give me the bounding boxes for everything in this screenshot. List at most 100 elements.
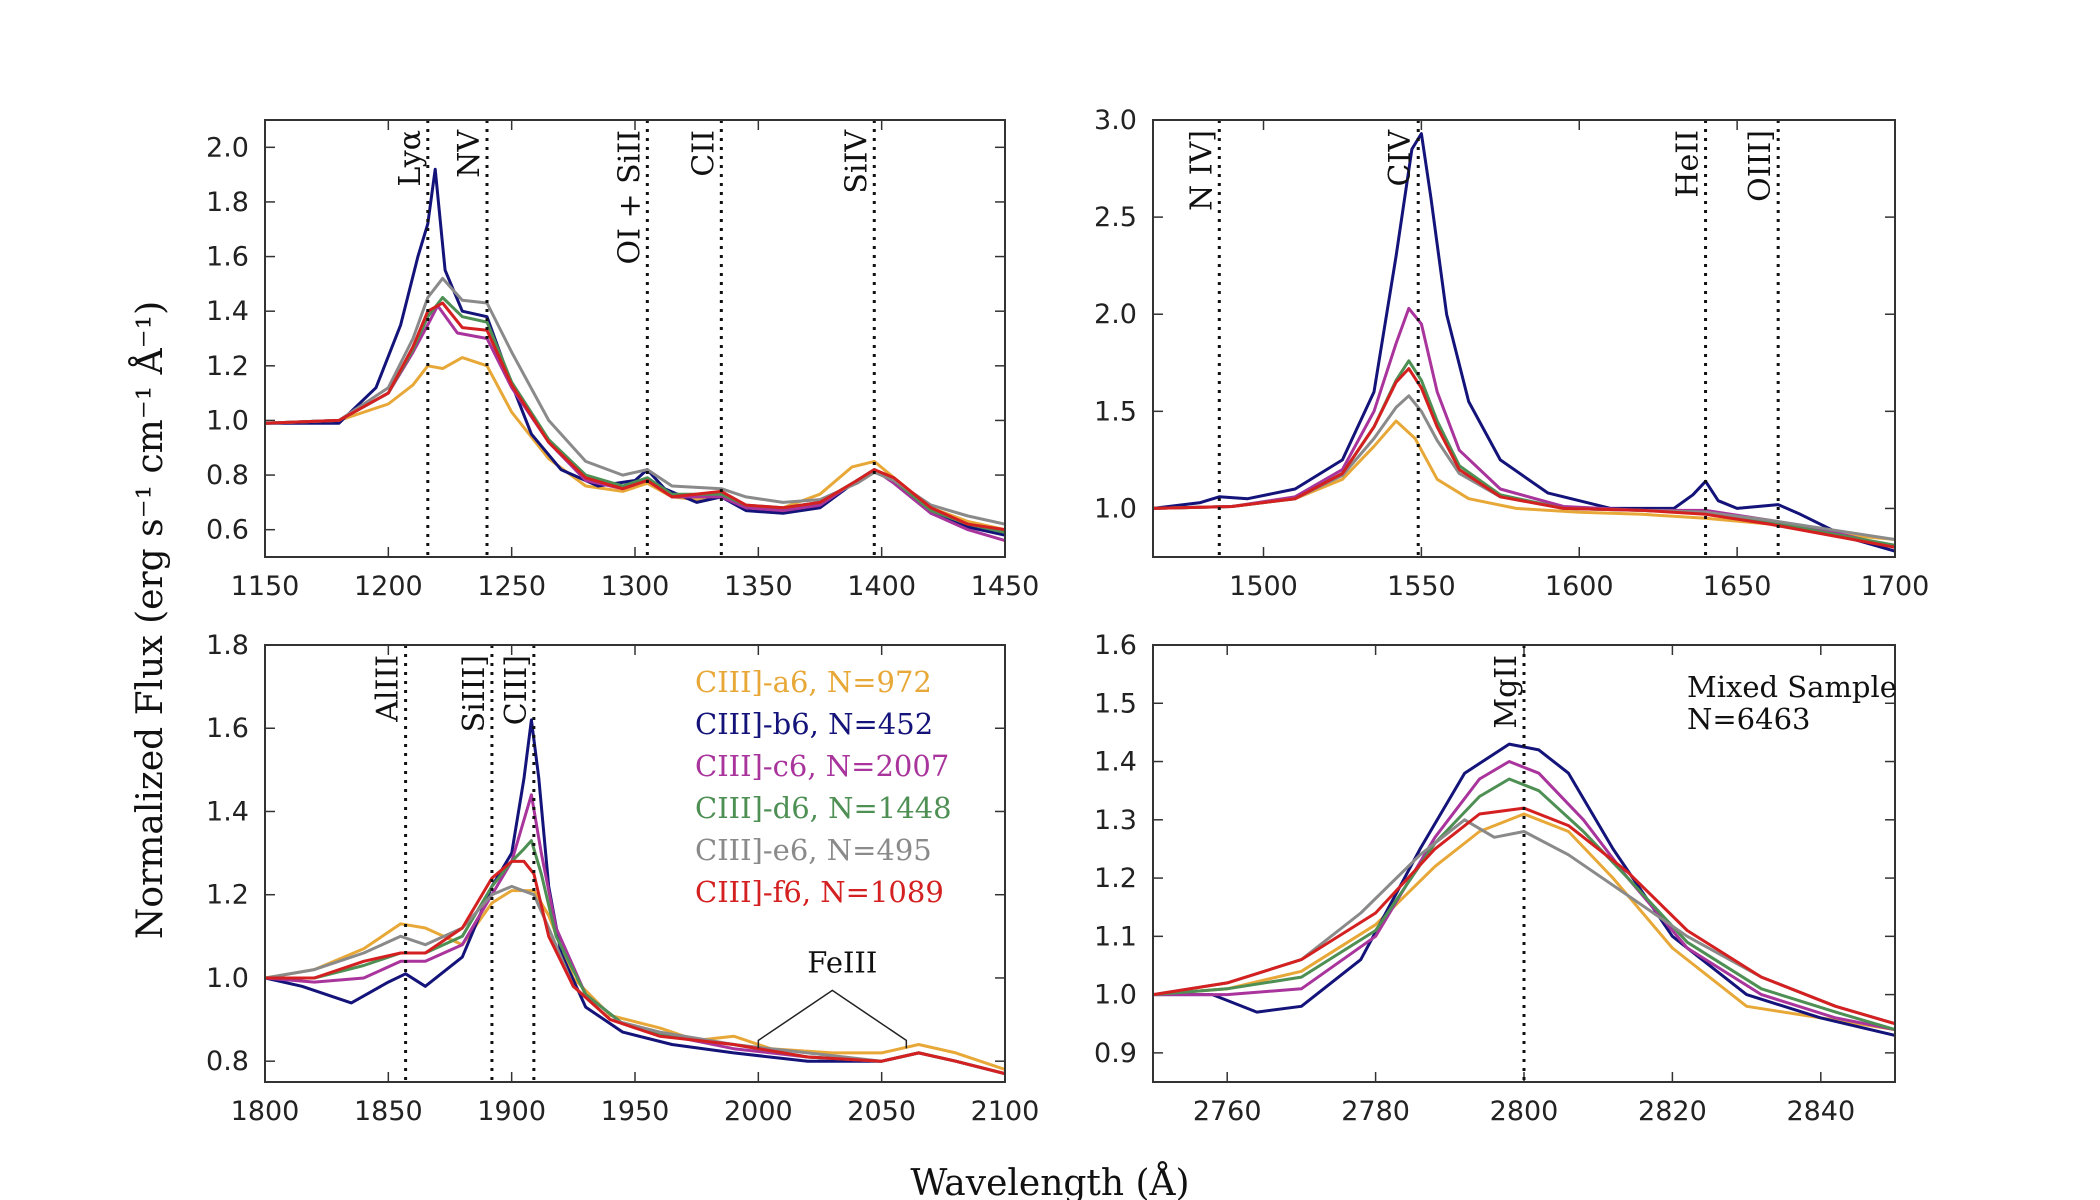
y-tick-label: 3.0 — [1094, 105, 1137, 136]
x-tick-label: 2780 — [1341, 1096, 1410, 1127]
series-line-ciiid6 — [1153, 359, 1895, 547]
panel-frame — [264, 119, 1006, 558]
legend-entry: CIII]-b6, N=452 — [695, 707, 933, 741]
y-tick-label: 1.4 — [206, 796, 249, 827]
y-tick-label: 1.0 — [206, 963, 249, 994]
series-line-ciiia6 — [265, 889, 1005, 1071]
y-tick-label: 2.0 — [206, 132, 249, 163]
series-line-ciiif6 — [1153, 367, 1895, 549]
y-tick-label: 0.8 — [206, 1046, 249, 1077]
series-line-ciiie6 — [265, 276, 1005, 526]
y-tick-label: 1.0 — [1094, 980, 1137, 1011]
x-tick-label: 2050 — [847, 1096, 916, 1127]
x-tick-label: 1350 — [724, 571, 793, 602]
legend-entry: CIII]-d6, N=1448 — [695, 791, 952, 825]
x-tick-label: 1550 — [1387, 571, 1456, 602]
series-line-ciiid6 — [265, 296, 1005, 534]
x-tick-label: 1200 — [354, 571, 423, 602]
x-tick-label: 1950 — [601, 1096, 670, 1127]
series-line-ciiie6 — [1153, 394, 1895, 541]
x-tick-label: 1850 — [354, 1096, 423, 1127]
series-line-ciiib6 — [1153, 742, 1895, 1037]
x-tick-label: 2800 — [1490, 1096, 1559, 1127]
x-tick-label: 1900 — [477, 1096, 546, 1127]
y-tick-label: 2.0 — [1094, 299, 1137, 330]
series-line-ciiia6 — [1153, 419, 1895, 541]
x-tick-label: 1700 — [1861, 571, 1930, 602]
y-tick-label: 0.8 — [206, 460, 249, 491]
panel-frame — [1152, 644, 1896, 1083]
series-line-ciiia6 — [265, 356, 1005, 532]
y-tick-label: 1.6 — [1094, 630, 1137, 661]
y-tick-label: 1.2 — [206, 351, 249, 382]
sample-note: Mixed Sample — [1687, 670, 1897, 704]
emission-line-label: OI + SiII — [612, 130, 647, 265]
legend-entry: CIII]-a6, N=972 — [695, 665, 932, 699]
x-tick-label: 2840 — [1786, 1096, 1855, 1127]
y-axis-title: Normalized Flux (erg s⁻¹ cm⁻¹ Å⁻¹) — [129, 301, 171, 939]
y-tick-label: 1.2 — [206, 880, 249, 911]
legend-entry: CIII]-e6, N=495 — [695, 833, 932, 867]
series-line-ciiib6 — [1153, 132, 1895, 553]
legend-entry: CIII]-c6, N=2007 — [695, 749, 949, 783]
y-tick-label: 1.5 — [1094, 396, 1137, 427]
x-tick-label: 2000 — [724, 1096, 793, 1127]
emission-line-label: CIII] — [499, 655, 534, 725]
panel-frame — [264, 644, 1006, 1083]
emission-line-label: NV — [452, 129, 487, 178]
y-tick-label: 0.6 — [206, 515, 249, 546]
x-tick-label: 2760 — [1193, 1096, 1262, 1127]
series-group — [1153, 742, 1895, 1037]
x-tick-label: 1250 — [477, 571, 546, 602]
y-tick-label: 1.5 — [1094, 688, 1137, 719]
x-tick-label: 2100 — [971, 1096, 1040, 1127]
emission-line-label: SiIII] — [457, 655, 492, 732]
legend-entry: CIII]-f6, N=1089 — [695, 875, 944, 909]
x-tick-label: 1400 — [847, 571, 916, 602]
emission-line-label: HeII — [1671, 130, 1706, 198]
series-line-ciiid6 — [1153, 777, 1895, 1032]
series-group — [1153, 132, 1895, 553]
series-line-ciiic6 — [1153, 306, 1895, 549]
y-tick-label: 1.3 — [1094, 805, 1137, 836]
x-tick-label: 1150 — [231, 571, 300, 602]
series-line-ciiif6 — [265, 301, 1005, 532]
panel-mgii: 2760 2780 2800 2820 2840 0.9 1.0 1.1 1.2 1.3 1.4 1.… — [1094, 630, 1897, 1127]
emission-line-label: OIII] — [1743, 130, 1778, 202]
x-tick-label: 1300 — [601, 571, 670, 602]
emission-line-label: AlIII — [371, 655, 406, 723]
y-tick-label: 1.1 — [1094, 921, 1137, 952]
y-tick-label: 1.2 — [1094, 863, 1137, 894]
y-tick-label: 0.9 — [1094, 1038, 1137, 1069]
series-line-ciiie6 — [265, 884, 1005, 1076]
panel-uv-ciii: 1800 1850 1900 1950 2000 2050 2100 0.8 1.0 1.2 1.4… — [206, 630, 1039, 1127]
x-tick-label: 1600 — [1545, 571, 1614, 602]
y-tick-label: 1.6 — [206, 713, 249, 744]
emission-line-label: CIV — [1383, 129, 1418, 187]
emission-line-label: MgII — [1489, 655, 1524, 729]
panel-uv-civ: 1500 1550 1600 1650 1700 1.0 1.5 2.0 2.5 3.0 N IV]… — [1094, 105, 1929, 602]
emission-line-label: CII — [686, 130, 721, 177]
series-line-ciiic6 — [1153, 760, 1895, 1032]
y-tick-label: 1.4 — [206, 296, 249, 327]
series-line-ciiia6 — [1153, 812, 1895, 1032]
feiii-bracket — [757, 989, 908, 1049]
x-tick-label: 2820 — [1638, 1096, 1707, 1127]
x-tick-label: 1500 — [1229, 571, 1298, 602]
x-tick-label: 1450 — [971, 571, 1040, 602]
y-tick-label: 1.4 — [1094, 747, 1137, 778]
y-tick-label: 1.8 — [206, 187, 249, 218]
sample-note: N=6463 — [1687, 702, 1810, 736]
emission-line-label: SiIV — [839, 129, 874, 194]
y-tick-label: 1.0 — [1094, 493, 1137, 524]
x-tick-label: 1800 — [231, 1096, 300, 1127]
series-line-ciiib6 — [265, 718, 1005, 1076]
panel-uv-blue: 1150 1200 1250 1300 1350 1400 1450 0.6 0.8 1.0 1.2… — [206, 119, 1040, 602]
emission-line-label: N IV] — [1184, 130, 1219, 211]
legend: CIII]-a6, N=972 CIII]-b6, N=452 CIII]-c6, … — [695, 665, 952, 909]
feiii-label: FeIII — [807, 945, 877, 979]
series-line-ciiic6 — [265, 304, 1005, 543]
panel-frame — [1152, 119, 1896, 558]
y-tick-label: 2.5 — [1094, 202, 1137, 233]
